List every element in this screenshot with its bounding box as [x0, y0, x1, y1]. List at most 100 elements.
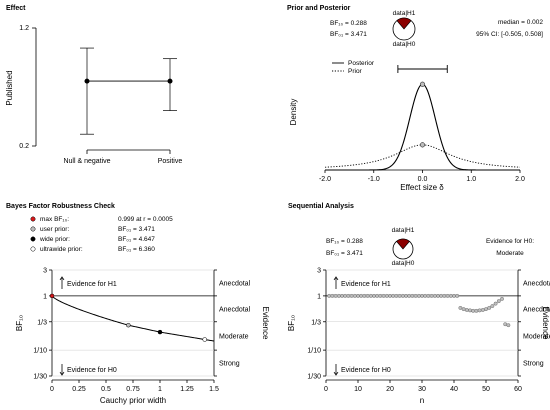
- effect-y-tick-label-top: 1.2: [19, 25, 29, 32]
- pp-ci-text: 95% CI: [-0.505, 0.508]: [476, 31, 543, 38]
- robustness-x-tick-label-4: 1: [158, 386, 162, 393]
- seq-point-14: [368, 293, 373, 298]
- robustness-arrow-h0-head: [59, 371, 65, 376]
- seq-y-tick-label-0: 3: [317, 268, 321, 275]
- seq-point-42: [458, 306, 463, 310]
- effect-y-tick-label-bottom: 0.2: [19, 143, 29, 150]
- seq-point-32: [426, 293, 431, 298]
- pp-x-tick-label-1: -1.0: [368, 176, 380, 183]
- seq-evidence-label-1: Anecdotal: [523, 306, 550, 313]
- seq-point-9: [352, 293, 357, 298]
- seq-point-46: [471, 308, 476, 313]
- pp-legend-prior-label: Prior: [348, 68, 363, 75]
- robustness-panel: Bayes Factor Robustness Check max BF₁₀: 0…: [6, 203, 270, 405]
- seq-point-17: [378, 293, 383, 298]
- seq-right-label: Evidence: [541, 307, 550, 340]
- seq-x-tick-label-3: 30: [418, 386, 426, 393]
- seq-point-6: [343, 293, 348, 298]
- seq-evidence-label-3: Strong: [523, 361, 544, 368]
- seq-y-tick-label-1: 1: [317, 293, 321, 300]
- effect-title: Effect: [6, 5, 26, 12]
- pp-x-tick-label-4: 2.0: [515, 176, 525, 183]
- robustness-right-label: Evidence: [261, 307, 270, 340]
- robustness-point-0: [49, 293, 55, 299]
- seq-point-11: [359, 293, 364, 298]
- pp-median-text: median = 0.002: [498, 19, 543, 26]
- robustness-legend-marker-2: [30, 236, 36, 242]
- robustness-y-tick-label-1: 1: [43, 293, 47, 300]
- seq-point-22: [394, 293, 399, 298]
- seq-point-35: [436, 293, 440, 298]
- seq-point-8: [349, 293, 354, 298]
- robustness-legend-value-2: BF₀₁ = 4.647: [118, 236, 155, 243]
- seq-point-21: [391, 293, 396, 298]
- pp-curves: [324, 65, 521, 171]
- robustness-x-tick-label-6: 1.5: [209, 386, 219, 393]
- seq-evidence-label-2: Moderate: [523, 333, 550, 340]
- robustness-arrow-h1-head: [59, 276, 65, 281]
- pp-x-tick-label-0: -2.0: [319, 176, 331, 183]
- seq-point-18: [381, 293, 386, 298]
- seq-arrow-h1-label: Evidence for H1: [341, 281, 391, 288]
- seq-y-tick-label-3: 1/10: [307, 348, 321, 355]
- seq-point-24: [400, 293, 405, 298]
- robustness-evidence-label-3: Strong: [219, 361, 240, 368]
- seq-point-49: [480, 308, 485, 312]
- pp-y-label: Density: [289, 99, 298, 126]
- effect-y-label: Published: [5, 70, 14, 105]
- seq-bf01-text: BF₀₁ = 3.471: [326, 250, 363, 257]
- robustness-y-tick-label-4: 1/30: [33, 374, 47, 381]
- seq-point-39: [448, 293, 453, 298]
- seq-x-tick-label-4: 40: [450, 386, 458, 393]
- pp-prior-point: [419, 142, 426, 148]
- pp-posterior-point: [419, 81, 426, 87]
- seq-arrow-h1-head: [333, 276, 339, 281]
- pp-x-tick-label-2: 0.0: [418, 176, 428, 183]
- seq-y-tick-label-2: 1/3: [311, 319, 321, 326]
- seq-point-29: [416, 293, 421, 298]
- pp-bf10-text: BF₁₀ = 0.288: [330, 20, 367, 27]
- robustness-frame: 3 1 1/3 1/10 1/30 Anecdotal Anecdotal Moderate S…: [33, 268, 250, 394]
- robustness-curve: [51, 295, 215, 342]
- robustness-legend-marker-0: [30, 216, 36, 222]
- sequential-panel: Sequential Analysis BF₁₀ = 0.288 BF₀₁ = …: [287, 203, 550, 405]
- robustness-point-3: [202, 337, 207, 342]
- pp-legend: Posterior Prior: [332, 60, 375, 75]
- seq-y-label: BF₁₀: [287, 315, 296, 331]
- seq-point-50: [484, 307, 488, 312]
- seq-point-27: [410, 293, 415, 298]
- seq-point-40: [452, 293, 456, 298]
- pp-x-ticks: -2.0 -1.0 0.0 1.0 2.0: [319, 170, 525, 183]
- robustness-y-label: BF₁₀: [15, 315, 24, 331]
- seq-point-56: [503, 322, 508, 327]
- seq-x-tick-label-0: 0: [324, 386, 328, 393]
- robustness-y-tick-label-0: 3: [43, 268, 47, 275]
- robustness-arrow-h1-label: Evidence for H1: [67, 281, 117, 288]
- seq-x-tick-label-5: 50: [482, 386, 490, 393]
- seq-point-3: [333, 293, 338, 298]
- effect-mean-point-1: [167, 78, 173, 84]
- robustness-y-tick-label-3: 1/10: [33, 348, 47, 355]
- seq-point-10: [356, 293, 360, 298]
- seq-x-tick-label-2: 20: [386, 386, 394, 393]
- seq-point-53: [493, 301, 498, 306]
- robustness-x-tick-label-5: 1.25: [180, 386, 194, 393]
- seq-point-25: [404, 293, 408, 298]
- seq-wheel-h1-wedge: [396, 238, 410, 250]
- robustness-legend-value-3: BF₀₁ = 6.360: [118, 246, 155, 253]
- seq-point-12: [362, 293, 367, 298]
- pp-wheel-bottom-label: data|H0: [393, 41, 416, 48]
- pp-bf01-text: BF₀₁ = 3.471: [330, 31, 367, 38]
- seq-wheel-top-label: data|H1: [392, 227, 415, 234]
- seq-point-26: [407, 293, 412, 298]
- seq-point-54: [496, 299, 501, 304]
- seq-point-4: [336, 293, 341, 298]
- seq-point-52: [490, 304, 495, 308]
- robustness-x-tick-label-1: 0.25: [72, 386, 86, 393]
- seq-point-44: [464, 308, 469, 312]
- prior-posterior-title: Prior and Posterior: [287, 5, 351, 12]
- robustness-legend-label-1: user prior:: [40, 226, 69, 233]
- seq-point-41: [455, 293, 460, 298]
